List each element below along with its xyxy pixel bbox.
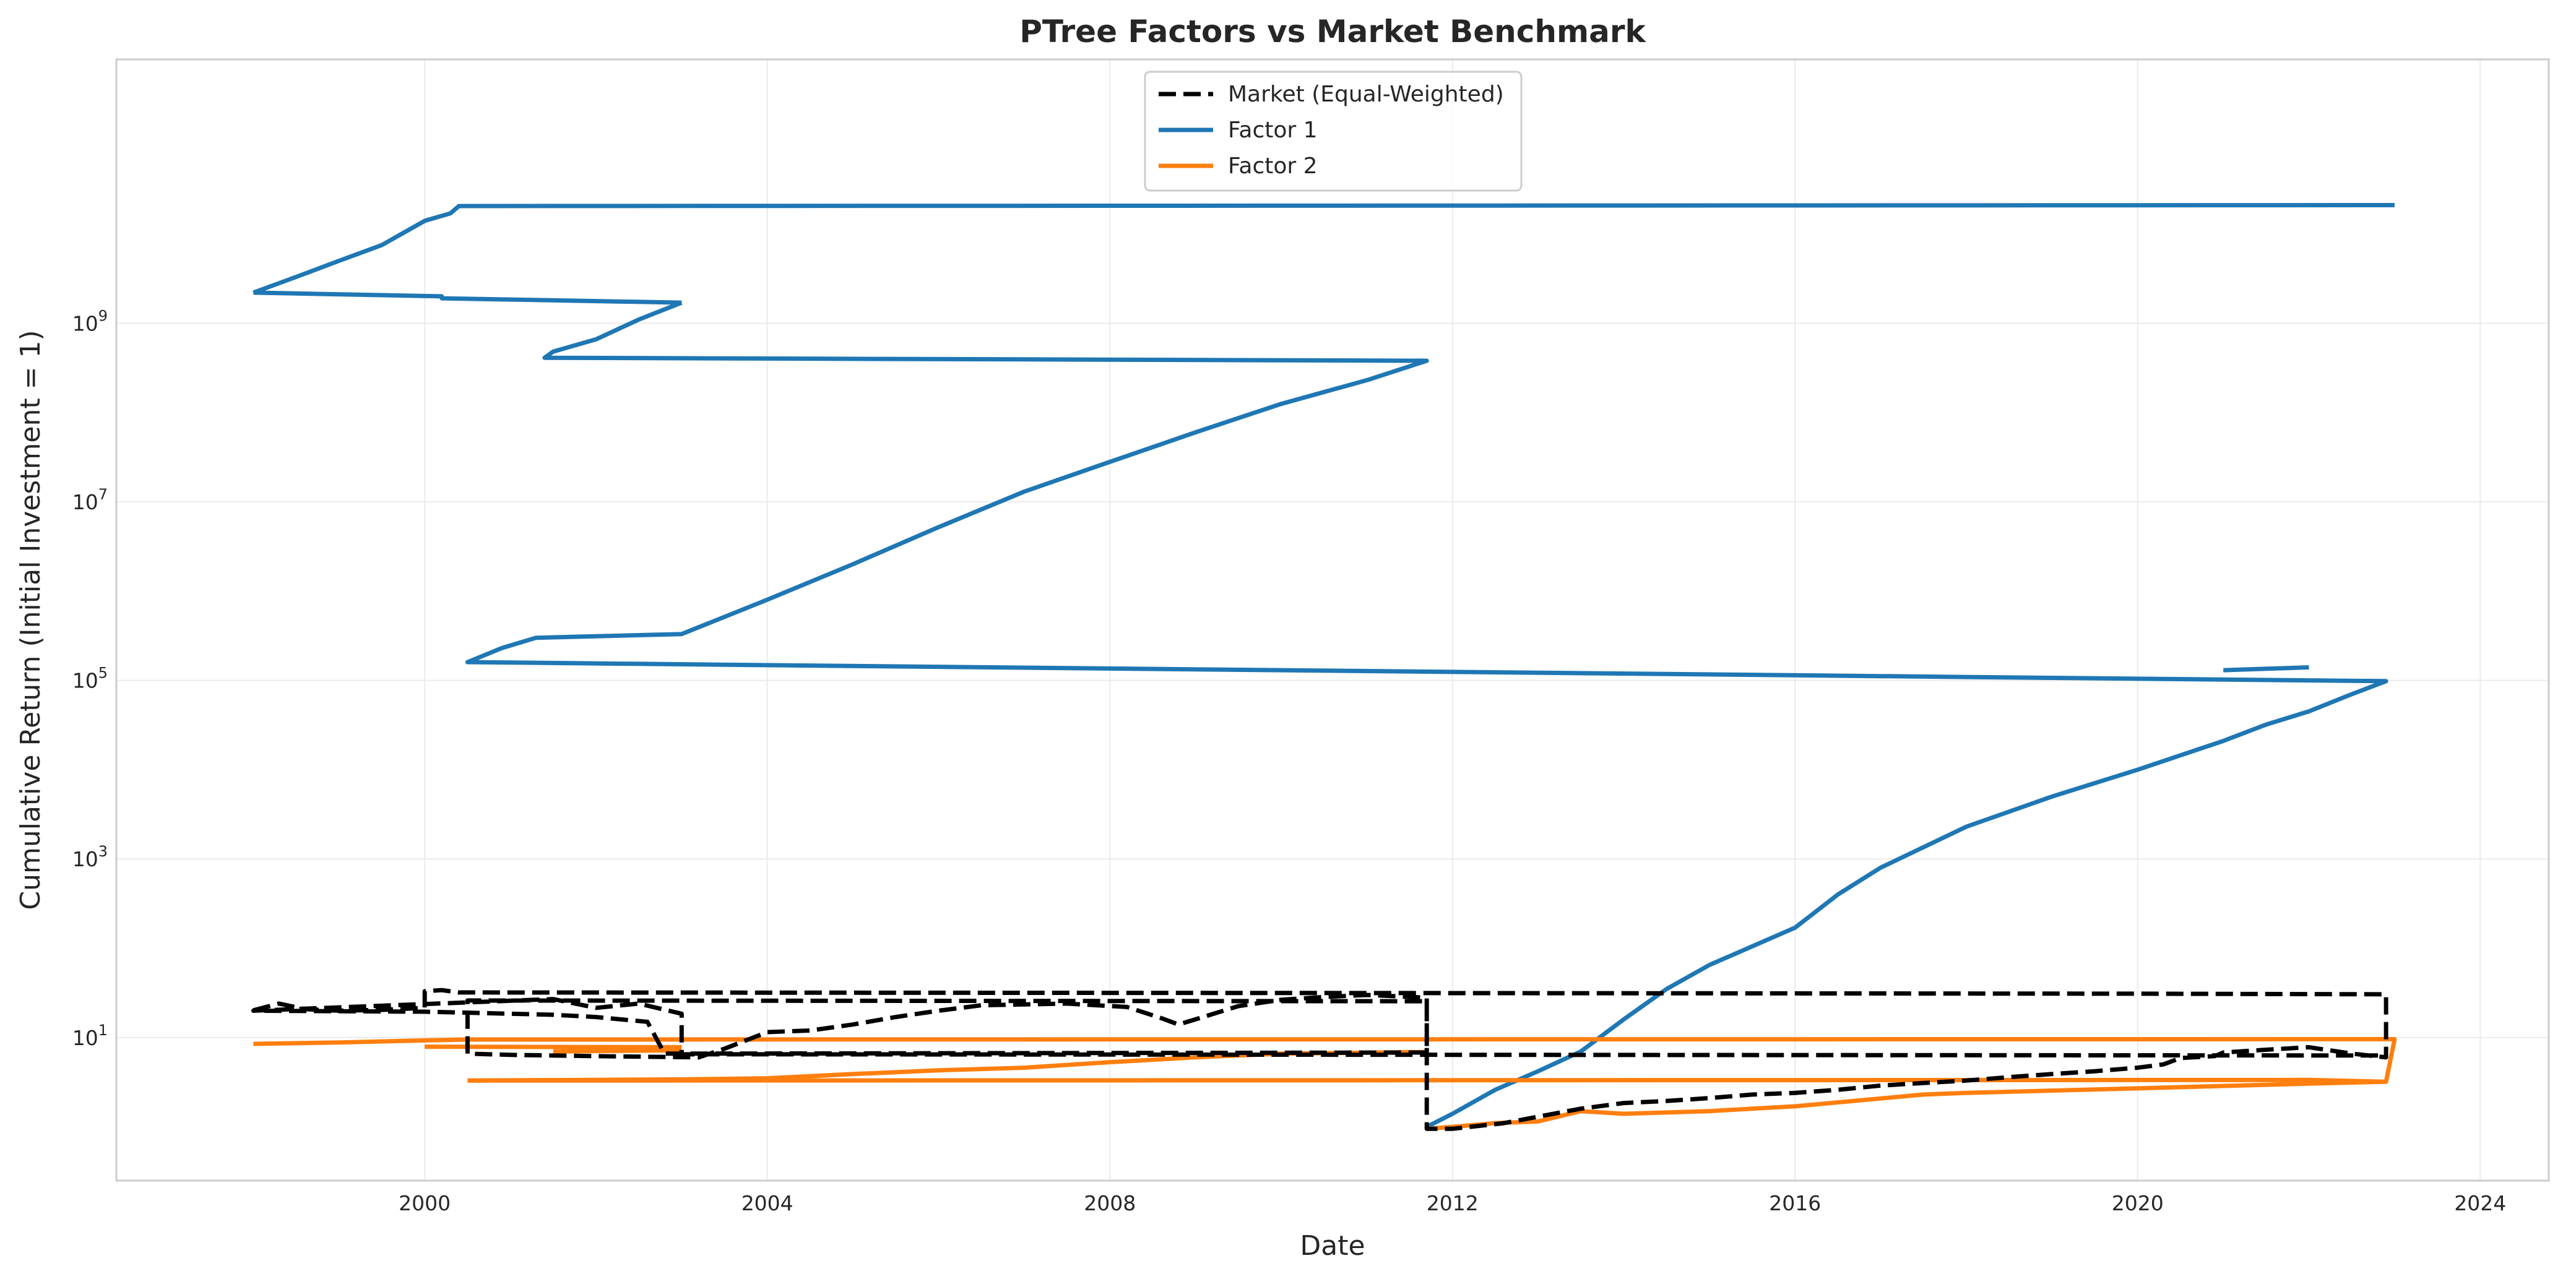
y-tick-label: 109 <box>72 307 108 335</box>
series-market-equal-weighted-line <box>251 988 2388 1131</box>
series-factor-1-line <box>465 300 2388 1129</box>
plot-frame <box>115 58 2550 1182</box>
y-tick-label: 105 <box>72 665 108 693</box>
series-layer <box>251 203 2397 1131</box>
legend-box <box>1144 71 1523 192</box>
series-factor-2-segment-4 <box>553 1048 682 1054</box>
series-factor-2-segment-3 <box>425 1044 682 1049</box>
chart-title: PTree Factors vs Market Benchmark <box>1019 14 1646 50</box>
x-tick-label: 2024 <box>2454 1191 2506 1215</box>
y-tick-label: 107 <box>72 486 108 514</box>
x-tick-label: 2016 <box>1769 1191 1821 1215</box>
x-tick-label: 2020 <box>2112 1191 2164 1215</box>
series-factor-2-segment-2 <box>467 1077 2387 1084</box>
x-tick-label: 2000 <box>399 1191 451 1215</box>
series-factor-1-segment-1 <box>253 290 682 305</box>
legend: Market (Equal-Weighted) Factor 1 Factor … <box>1144 71 1523 192</box>
y-tick-labels: 101 103 105 107 109 <box>72 307 108 1049</box>
x-axis-title: Date <box>1300 1230 1365 1262</box>
legend-label-factor-2: Factor 2 <box>1228 153 1318 179</box>
series-factor-1-segment-2 <box>253 203 2395 295</box>
series-factor-1-segment-3 <box>2223 665 2309 673</box>
x-tick-label: 2008 <box>1084 1191 1136 1215</box>
y-tick-label: 101 <box>72 1022 108 1050</box>
x-tick-labels: 2000 2004 2008 2012 2016 2020 2024 <box>399 1191 2506 1215</box>
legend-label-market: Market (Equal-Weighted) <box>1228 82 1504 107</box>
x-tick-label: 2004 <box>741 1191 793 1215</box>
y-axis-title: Cumulative Return (Initial Investment = … <box>15 330 46 910</box>
x-tick-label: 2012 <box>1427 1191 1479 1215</box>
legend-label-factor-1: Factor 1 <box>1228 118 1318 143</box>
y-tick-label: 103 <box>72 843 108 871</box>
